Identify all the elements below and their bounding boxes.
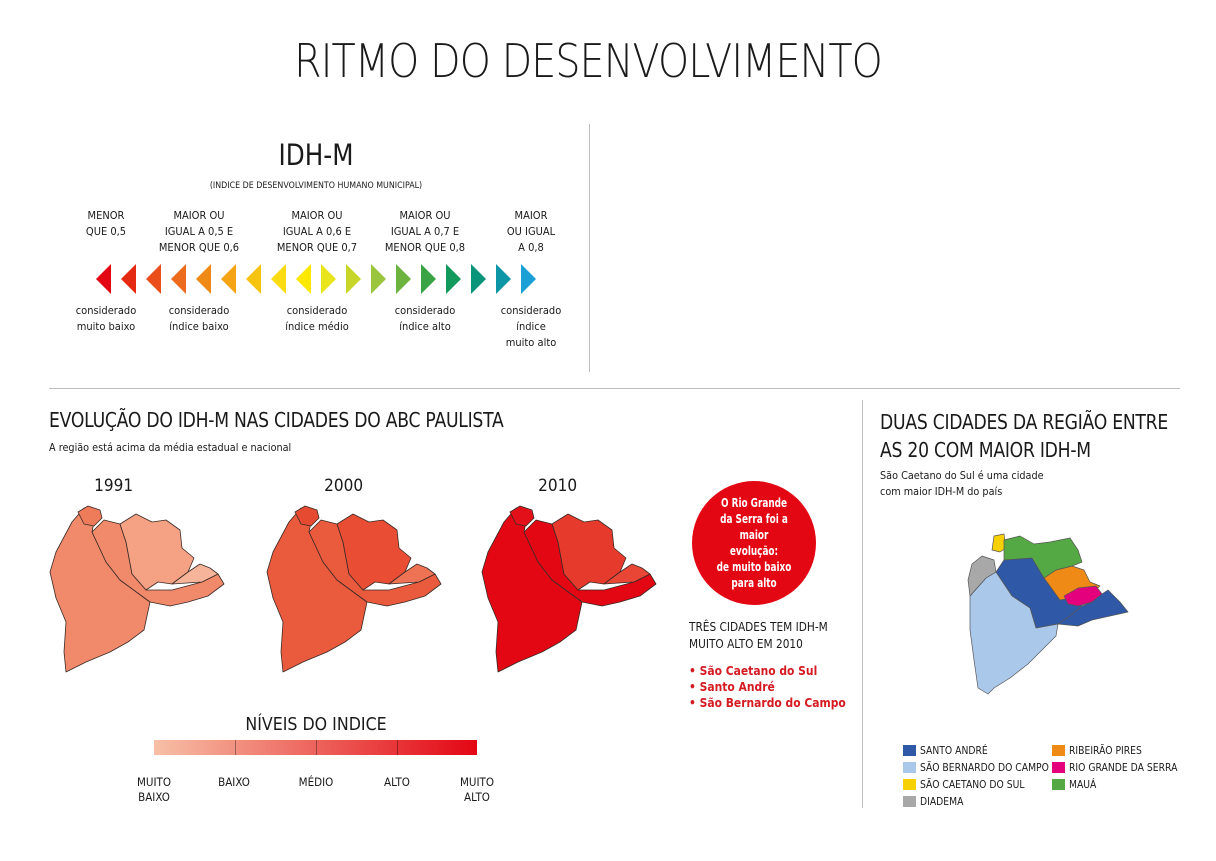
map-region-se xyxy=(171,563,219,585)
divider-middle xyxy=(49,388,1180,389)
divider-bottom xyxy=(862,400,863,808)
scale-arrow xyxy=(121,264,136,294)
map-region-ne xyxy=(551,513,627,591)
map-region-top xyxy=(294,505,320,527)
map-region-west xyxy=(266,507,368,673)
class-label-1: considerado muito baixo xyxy=(75,304,137,333)
legend-label-santo-andre: SANTO ANDRÉ xyxy=(920,745,988,757)
legend-label-diadema: DIADEMA xyxy=(920,796,964,808)
legend-label-sao-bernardo: SÃO BERNARDO DO CAMPO xyxy=(920,762,1049,774)
legend-swatch-maua xyxy=(1052,779,1065,790)
scale-arrow xyxy=(146,264,161,294)
evolucao-title: EVOLUÇÃO DO IDH-M NAS CIDADES DO ABC PAU… xyxy=(49,408,504,432)
range-label-3: MAIOR OU IGUAL A 0,6 E MENOR QUE 0,7 xyxy=(276,209,358,254)
year-2000: 2000 xyxy=(324,476,364,496)
three-cities-list: São Caetano do Sul Santo André São Berna… xyxy=(689,663,846,711)
scale-arrow xyxy=(346,264,361,294)
map-sao-bernardo xyxy=(969,571,1059,695)
map-2000 xyxy=(266,505,442,673)
map-region-ne xyxy=(336,513,412,591)
niveis-tick xyxy=(397,740,398,755)
main-title: RITMO DO DESENVOLVIMENTO xyxy=(294,34,883,88)
legend-label-maua: MAUÁ xyxy=(1069,779,1097,791)
map-maua xyxy=(1003,535,1083,579)
map-santo-andre-east xyxy=(1057,589,1129,627)
class-label-3: considerado índice médio xyxy=(285,304,349,333)
evolution-bubble: O Rio Grande da Serra foi a maior evoluç… xyxy=(692,481,816,605)
scale-arrow xyxy=(396,264,411,294)
scale-arrow xyxy=(421,264,436,294)
niveis-tick xyxy=(316,740,317,755)
divider-top xyxy=(589,124,590,372)
scale-arrow xyxy=(371,264,386,294)
scale-arrow xyxy=(496,264,511,294)
idh-color-scale-arrows xyxy=(96,264,536,294)
map-region-top xyxy=(509,505,535,527)
idh-title: IDH-M xyxy=(278,138,354,172)
scale-arrow xyxy=(446,264,461,294)
class-label-5: considerado índice muito alto xyxy=(500,304,562,349)
level-alto: ALTO xyxy=(384,775,410,789)
range-label-1: MENOR QUE 0,5 xyxy=(85,209,127,238)
level-muito-alto: MUITO ALTO xyxy=(459,775,495,804)
range-label-4: MAIOR OU IGUAL A 0,7 E MENOR QUE 0,8 xyxy=(384,209,466,254)
scale-arrow xyxy=(321,264,336,294)
evolucao-subtitle: A região está acima da média estadual e … xyxy=(49,441,292,454)
scale-arrow xyxy=(521,264,536,294)
level-medio: MÉDIO xyxy=(298,775,334,789)
legend-swatch-diadema xyxy=(903,796,916,807)
map-sao-caetano xyxy=(991,533,1007,553)
scale-arrow xyxy=(96,264,111,294)
class-label-2: considerado índice baixo xyxy=(168,304,230,333)
city-item: São Bernardo do Campo xyxy=(689,695,846,711)
legend-swatch-rio-grande xyxy=(1052,762,1065,773)
map-region-top xyxy=(77,505,103,527)
map-1991 xyxy=(49,505,225,673)
three-cities-title: TRÊS CIDADES TEM IDH-M MUITO ALTO EM 201… xyxy=(689,620,828,651)
map-2010 xyxy=(481,505,657,673)
idh-subtitle: (INDICE DE DESENVOLVIMENTO HUMANO MUNICI… xyxy=(209,181,423,191)
scale-arrow xyxy=(246,264,261,294)
duas-subtitle: São Caetano do Sul é uma cidade com maio… xyxy=(880,469,1044,498)
scale-arrow xyxy=(296,264,311,294)
range-label-2: MAIOR OU IGUAL A 0,5 E MENOR QUE 0,6 xyxy=(158,209,240,254)
legend-swatch-santo-andre xyxy=(903,745,916,756)
legend-label-sao-caetano: SÃO CAETANO DO SUL xyxy=(920,779,1025,791)
niveis-gradient-bar xyxy=(154,740,477,755)
map-region-west xyxy=(481,507,583,673)
scale-arrow xyxy=(171,264,186,294)
map-region-se xyxy=(388,563,436,585)
legend-swatch-ribeirao-pires xyxy=(1052,745,1065,756)
map-region-se xyxy=(603,563,651,585)
legend-label-ribeirao-pires: RIBEIRÃO PIRES xyxy=(1069,745,1142,757)
legend-label-rio-grande: RIO GRANDE DA SERRA xyxy=(1069,762,1178,774)
legend-swatch-sao-bernardo xyxy=(903,762,916,773)
duas-title: DUAS CIDADES DA REGIÃO ENTRE AS 20 COM M… xyxy=(880,410,1168,462)
year-1991: 1991 xyxy=(94,476,134,496)
city-item: São Caetano do Sul xyxy=(689,663,846,679)
niveis-tick xyxy=(235,740,236,755)
year-2010: 2010 xyxy=(538,476,578,496)
city-item: Santo André xyxy=(689,679,846,695)
map-region-west xyxy=(49,507,151,673)
legend-swatch-sao-caetano xyxy=(903,779,916,790)
level-baixo: BAIXO xyxy=(218,775,250,789)
scale-arrow xyxy=(221,264,236,294)
scale-arrow xyxy=(271,264,286,294)
map-diadema xyxy=(967,555,997,597)
scale-arrow xyxy=(196,264,211,294)
scale-arrow xyxy=(471,264,486,294)
range-label-5: MAIOR OU IGUAL A 0,8 xyxy=(506,209,556,254)
level-muito-baixo: MUITO BAIXO xyxy=(136,775,172,804)
niveis-title: NÍVEIS DO INDICE xyxy=(245,714,387,735)
abc-city-map xyxy=(967,533,1129,695)
map-region-ne xyxy=(119,513,195,591)
class-label-4: considerado índice alto xyxy=(394,304,456,333)
